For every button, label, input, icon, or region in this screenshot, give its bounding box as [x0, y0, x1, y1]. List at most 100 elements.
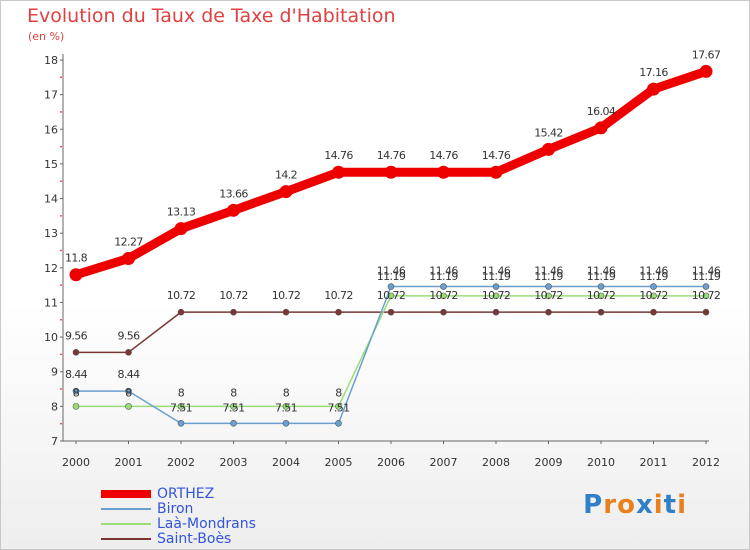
data-point — [125, 403, 132, 410]
data-label: 11.19 — [587, 270, 616, 283]
data-label: 16.04 — [587, 105, 616, 118]
y-tick-label: 13 — [44, 227, 58, 240]
legend-label: Biron — [157, 501, 194, 517]
data-label: 11.46 — [639, 265, 668, 278]
data-point — [440, 308, 447, 316]
data-point — [282, 403, 290, 410]
unit-label: (en %) — [28, 30, 65, 43]
data-label: 17.16 — [639, 66, 668, 79]
data-point — [177, 420, 185, 427]
y-tick-label: 17 — [44, 89, 58, 102]
y-minor-tick — [60, 76, 62, 79]
data-point — [597, 308, 605, 316]
data-point — [125, 387, 132, 395]
data-point — [335, 403, 342, 410]
data-label: 14.76 — [429, 149, 458, 162]
y-minor-tick — [60, 180, 62, 183]
x-tick-label: 2012 — [692, 456, 720, 469]
y-minor-tick — [60, 388, 62, 390]
data-point — [177, 403, 185, 410]
y-tick-label: 9 — [51, 366, 58, 379]
data-point — [489, 165, 503, 179]
legend-swatch — [101, 538, 151, 540]
data-point — [492, 308, 500, 316]
y-tick-label: 14 — [44, 193, 58, 206]
data-label: 11.8 — [65, 252, 88, 265]
data-point — [702, 283, 710, 290]
data-point — [177, 308, 185, 316]
data-label: 10.72 — [587, 289, 616, 302]
legend-label: ORTHEZ — [157, 486, 215, 502]
data-point — [122, 251, 135, 265]
data-label: 14.76 — [377, 149, 406, 162]
data-point — [597, 292, 605, 300]
data-label: 11.19 — [692, 270, 721, 283]
data-point — [387, 283, 395, 290]
data-label: 10.72 — [692, 289, 721, 302]
data-point — [437, 165, 450, 179]
data-point — [230, 308, 237, 316]
data-point — [230, 420, 237, 427]
data-label: 11.46 — [692, 265, 721, 278]
data-point — [492, 283, 500, 290]
legend-label: Saint-Boès — [157, 531, 232, 547]
data-label: 11.19 — [639, 270, 668, 283]
x-tick-label: 2008 — [482, 456, 510, 469]
data-label: 11.46 — [429, 265, 458, 278]
logo-letter: x — [635, 490, 654, 520]
y-tick-label: 15 — [44, 158, 58, 171]
data-label: 11.19 — [377, 270, 406, 283]
chart-title: Evolution du Taux de Taxe d'Habitation — [27, 5, 396, 27]
data-label: 7.51 — [170, 401, 192, 414]
data-label: 15.42 — [534, 126, 563, 139]
y-minor-tick — [60, 284, 62, 287]
data-label: 17.67 — [692, 48, 721, 61]
data-point — [282, 308, 290, 316]
logo-letter: i — [653, 490, 664, 520]
data-point — [702, 292, 710, 300]
y-tick-label: 8 — [51, 400, 58, 413]
proxiti-logo: Proxiti — [583, 490, 687, 520]
data-label: 10.72 — [534, 289, 563, 302]
data-point — [650, 308, 657, 316]
legend-swatch — [101, 523, 151, 525]
x-tick-label: 2007 — [430, 456, 458, 469]
x-tick-label: 2005 — [325, 456, 353, 469]
data-label: 11.46 — [482, 265, 511, 278]
data-point — [174, 222, 188, 236]
series-line-saint-bo-s — [75, 311, 707, 354]
data-label: 10.72 — [272, 289, 301, 302]
y-minor-tick — [60, 353, 62, 356]
logo-letter: i — [677, 490, 687, 520]
data-point — [125, 349, 132, 356]
data-label: 10.72 — [482, 289, 511, 302]
data-point — [335, 308, 342, 316]
data-label: 8 — [125, 386, 132, 399]
data-label: 8 — [230, 386, 237, 399]
data-point — [72, 387, 80, 395]
data-point — [230, 403, 237, 410]
data-label: 10.72 — [324, 289, 353, 302]
data-point — [545, 292, 552, 300]
data-label: 9.56 — [65, 329, 88, 342]
data-label: 7.51 — [222, 401, 244, 414]
y-tick-label: 12 — [44, 262, 58, 275]
data-point — [387, 308, 395, 316]
data-label: 8 — [73, 386, 80, 399]
data-point — [440, 292, 447, 300]
x-tick-label: 2002 — [167, 456, 195, 469]
x-tick-label: 2006 — [377, 456, 405, 469]
y-minor-tick — [60, 249, 62, 252]
data-label: 13.13 — [167, 206, 196, 219]
y-minor-tick — [60, 318, 62, 321]
data-label: 8 — [335, 386, 342, 399]
data-label: 8.44 — [117, 368, 140, 381]
data-point — [335, 420, 342, 427]
data-label: 7.51 — [275, 401, 297, 414]
data-point — [72, 403, 80, 410]
data-point — [72, 349, 80, 356]
y-tick-label: 18 — [44, 54, 58, 67]
logo-letter: o — [617, 490, 636, 520]
